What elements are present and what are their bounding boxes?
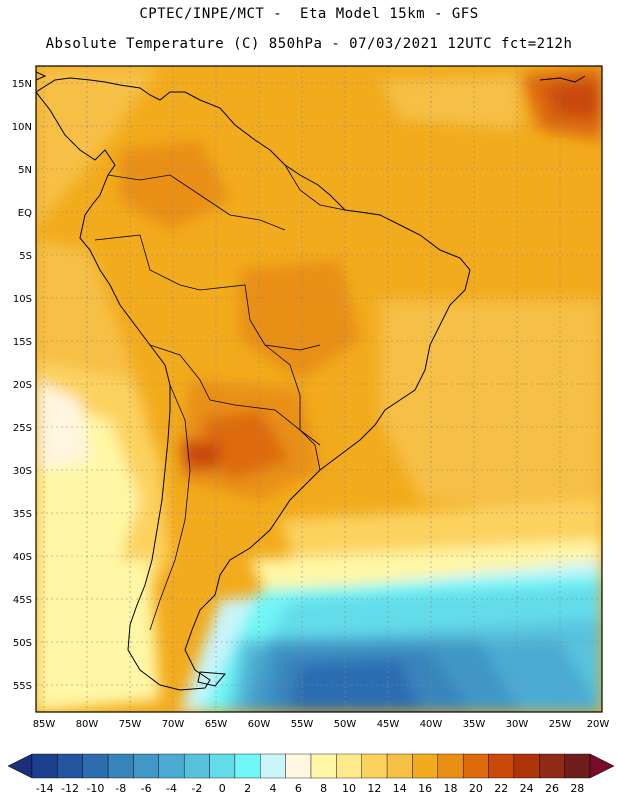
lon-label: 40W <box>420 719 443 730</box>
colorbar-level-label: -6 <box>141 782 152 795</box>
colorbar-level-label: 8 <box>320 782 327 795</box>
colorbar-level-label: 22 <box>494 782 508 795</box>
lon-label: 25W <box>549 719 572 730</box>
colorbar-level-label: 0 <box>219 782 226 795</box>
lat-label: 5S <box>19 251 32 262</box>
lat-label: 50S <box>13 638 32 649</box>
colorbar-swatch <box>260 753 286 779</box>
colorbar-level-label: -10 <box>86 782 104 795</box>
colorbar-level-label: 4 <box>269 782 276 795</box>
lat-label: 45S <box>13 595 32 606</box>
lat-label: 10N <box>12 122 32 133</box>
colorbar-swatch <box>310 753 337 779</box>
colorbar-swatch <box>57 753 83 779</box>
colorbar-swatch <box>361 753 388 779</box>
colorbar-swatch <box>31 753 58 779</box>
colorbar-swatch <box>285 753 312 779</box>
lon-label: 45W <box>377 719 400 730</box>
lon-label: 60W <box>248 719 271 730</box>
lat-label: 15N <box>12 79 32 90</box>
colorbar-level-label: 14 <box>393 782 407 795</box>
colorbar-swatch <box>412 753 439 779</box>
lat-label: EQ <box>18 208 32 219</box>
graticule <box>36 66 602 712</box>
colorbar-over-arrow <box>589 753 615 779</box>
colorbar-swatch <box>82 753 109 779</box>
colorbar-level-label: -2 <box>191 782 202 795</box>
colorbar-swatch <box>183 753 210 779</box>
colorbar-swatch <box>386 753 413 779</box>
coastline <box>36 71 586 691</box>
lon-label: 30W <box>506 719 529 730</box>
colorbar-level-label: 26 <box>545 782 559 795</box>
colorbar-swatch <box>107 753 134 779</box>
lon-label: 65W <box>205 719 228 730</box>
lon-label: 80W <box>76 719 99 730</box>
map-title-line1: CPTEC/INPE/MCT - Eta Model 15km - GFS <box>139 6 479 22</box>
lat-label: 55S <box>13 681 32 692</box>
colorbar-swatch <box>234 753 261 779</box>
lat-label: 5N <box>18 165 32 176</box>
lat-label: 30S <box>13 466 32 477</box>
lon-label: 35W <box>463 719 486 730</box>
colorbar-level-label: 12 <box>367 782 381 795</box>
colorbar-swatch <box>133 753 160 779</box>
colorbar-swatch <box>462 753 489 779</box>
colorbar-swatch <box>539 753 565 779</box>
colorbar-level-label: -14 <box>36 782 54 795</box>
temperature-field <box>36 66 602 712</box>
colorbar-level-label: 20 <box>469 782 483 795</box>
lon-label: 55W <box>291 719 314 730</box>
lat-label: 25S <box>13 423 32 434</box>
colorbar-swatch <box>158 753 185 779</box>
lat-label: 10S <box>13 294 32 305</box>
lat-label: 35S <box>13 509 32 520</box>
lon-label: 50W <box>334 719 357 730</box>
colorbar-swatch <box>488 753 515 779</box>
colorbar-level-label: 24 <box>520 782 534 795</box>
colorbar-level-label: -12 <box>61 782 79 795</box>
colorbar-level-label: 6 <box>295 782 302 795</box>
colorbar-swatch <box>336 753 362 779</box>
colorbar-level-label: -8 <box>115 782 126 795</box>
lon-label: 75W <box>119 719 142 730</box>
map-frame <box>35 65 603 713</box>
colorbar-level-label: 16 <box>418 782 432 795</box>
lat-label: 40S <box>13 552 32 563</box>
map-title-line2: Absolute Temperature (C) 850hPa - 07/03/… <box>45 36 573 52</box>
lon-label: 20W <box>587 719 610 730</box>
latitude-labels: 15N 10N 5N EQ 5S 10S 15S 20S 25S 30S 35S… <box>12 79 32 692</box>
lat-label: 15S <box>13 337 32 348</box>
colorbar-level-label: -4 <box>166 782 177 795</box>
colorbar-swatch <box>513 753 540 779</box>
lat-label: 20S <box>13 380 32 391</box>
colorbar: -14 -12 -10 -8 -6 -4 -2 0 2 4 6 8 10 12 14 16 18 20 22 24 26… <box>7 753 615 795</box>
colorbar-swatch <box>437 753 464 779</box>
colorbar-swatch <box>564 753 591 779</box>
colorbar-swatch <box>209 753 236 779</box>
colorbar-level-label: 28 <box>570 782 584 795</box>
lon-label: 70W <box>162 719 185 730</box>
colorbar-level-label: 2 <box>244 782 251 795</box>
colorbar-level-label: 18 <box>444 782 458 795</box>
colorbar-level-label: 10 <box>342 782 356 795</box>
colorbar-under-arrow <box>7 753 33 779</box>
longitude-labels: 85W 80W 75W 70W 65W 60W 55W 50W 45W 40W … <box>33 719 610 730</box>
lon-label: 85W <box>33 719 56 730</box>
country-borders <box>94 164 346 631</box>
